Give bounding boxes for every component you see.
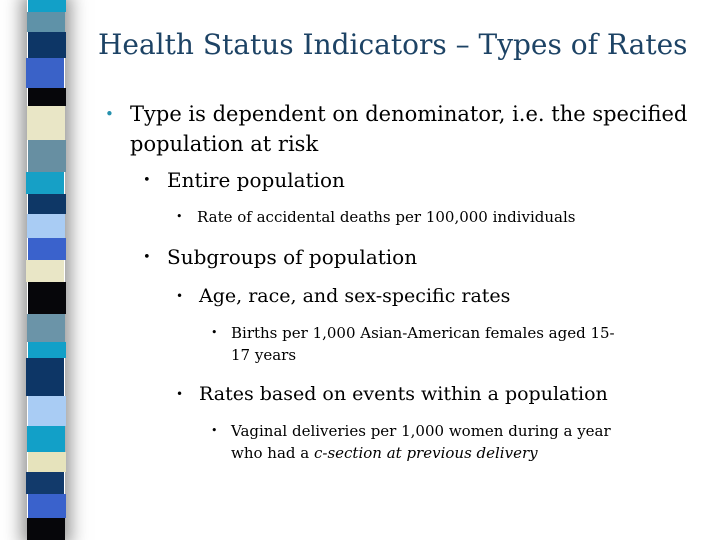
slide-title: Health Status Indicators – Types of Rate… bbox=[98, 28, 688, 61]
stripe-block bbox=[27, 106, 65, 140]
bullet-text: Rates based on events within a populatio… bbox=[199, 381, 608, 407]
bullet-item: • Type is dependent on denominator, i.e. … bbox=[98, 99, 710, 159]
stripe-block bbox=[26, 260, 64, 282]
stripe-block bbox=[28, 282, 66, 314]
stripe-block bbox=[28, 452, 66, 472]
stripe-block bbox=[27, 214, 65, 238]
bullet-dot-icon: • bbox=[105, 105, 114, 123]
bullet-text-run: Rates based on events within a populatio… bbox=[199, 383, 608, 405]
bullet-item: • Subgroups of population bbox=[98, 244, 710, 271]
bullet-text: Age, race, and sex-specific rates bbox=[199, 283, 510, 309]
stripe-block bbox=[28, 494, 66, 518]
bullet-text-run: c-section at previous delivery bbox=[313, 444, 538, 462]
stripe-block bbox=[28, 32, 66, 58]
bullet-text-run: Entire population bbox=[167, 168, 345, 192]
bullet-text: Births per 1,000 Asian-American females … bbox=[231, 322, 623, 366]
bullet-text-run: Births per 1,000 Asian-American females … bbox=[231, 324, 615, 364]
bullet-item: • Vaginal deliveries per 1,000 women duri… bbox=[98, 420, 710, 464]
stripe-block bbox=[26, 358, 64, 396]
bullet-text: Type is dependent on denominator, i.e. t… bbox=[130, 99, 695, 159]
stripe-block bbox=[26, 472, 64, 494]
stripe-block bbox=[27, 314, 65, 342]
bullet-item: • Entire population bbox=[98, 167, 710, 194]
bullet-text: Subgroups of population bbox=[167, 244, 417, 271]
stripe-block bbox=[28, 194, 66, 214]
bullet-item: • Rates based on events within a populati… bbox=[98, 381, 710, 407]
bullet-text-run: Age, race, and sex-specific rates bbox=[199, 285, 511, 307]
bullet-text-run: Vaginal deliveries per 1,000 women durin… bbox=[231, 422, 611, 462]
stripe-block bbox=[27, 426, 65, 452]
bullet-text: Vaginal deliveries per 1,000 women durin… bbox=[231, 420, 623, 464]
bullet-text: Rate of accidental deaths per 100,000 in… bbox=[197, 206, 575, 228]
stripe-block bbox=[28, 396, 66, 426]
bullet-text-run: Type is dependent on denominator, i.e. t… bbox=[130, 102, 688, 156]
stripe-block bbox=[26, 172, 64, 194]
bullet-dot-icon: • bbox=[176, 210, 183, 223]
stripe-block bbox=[28, 88, 66, 106]
bullet-item: • Births per 1,000 Asian-American females… bbox=[98, 322, 710, 366]
bullet-dot-icon: • bbox=[211, 326, 218, 339]
bullet-item: • Age, race, and sex-specific rates bbox=[98, 283, 710, 309]
bullet-text: Entire population bbox=[167, 167, 345, 194]
stripe-block bbox=[27, 518, 65, 540]
decorative-stripe bbox=[26, 0, 66, 540]
bullet-dot-icon: • bbox=[211, 424, 218, 437]
stripe-block bbox=[28, 342, 66, 358]
stripe-block bbox=[28, 140, 66, 172]
slide-content: Health Status Indicators – Types of Rate… bbox=[98, 0, 710, 479]
stripe-block bbox=[27, 12, 65, 32]
bullet-item: • Rate of accidental deaths per 100,000 i… bbox=[98, 206, 710, 228]
bullet-dot-icon: • bbox=[143, 250, 151, 265]
bullet-dot-icon: • bbox=[176, 387, 184, 401]
stripe-block bbox=[26, 58, 64, 88]
bullet-dot-icon: • bbox=[176, 289, 184, 303]
bullet-list: • Type is dependent on denominator, i.e. … bbox=[98, 99, 710, 464]
bullet-text-run: Subgroups of population bbox=[167, 245, 418, 269]
bullet-dot-icon: • bbox=[143, 173, 151, 188]
bullet-text-run: Rate of accidental deaths per 100,000 in… bbox=[197, 208, 576, 226]
stripe-block bbox=[28, 0, 66, 12]
stripe-block bbox=[28, 238, 66, 260]
